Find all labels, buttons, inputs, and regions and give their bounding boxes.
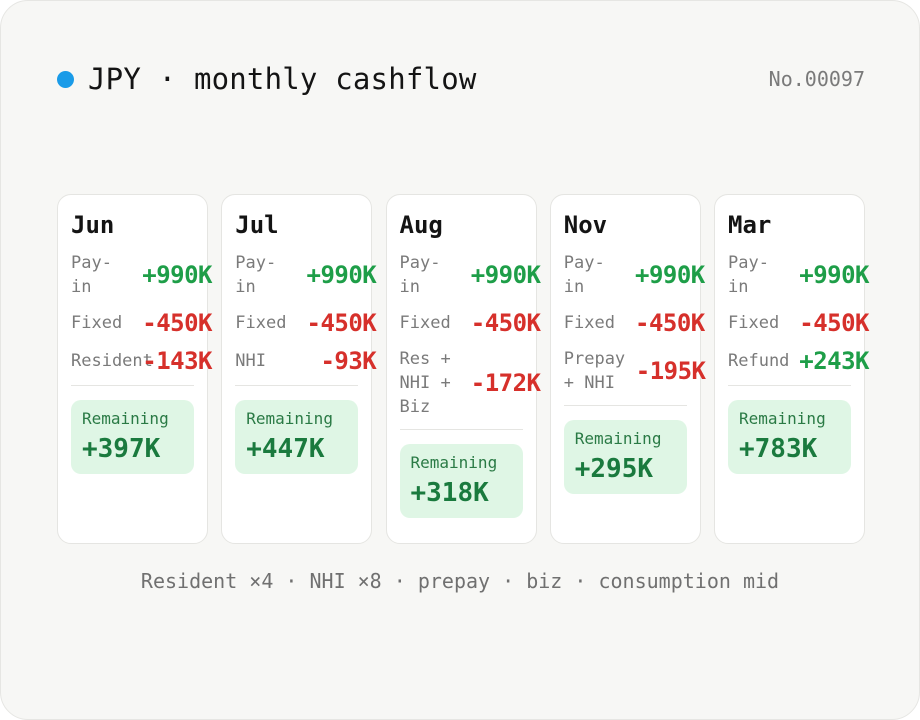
header: JPY · monthly cashflow No.00097	[57, 59, 865, 99]
footer-note: Resident ×4 · NHI ×8 · prepay · biz · co…	[140, 569, 780, 593]
fixed-amount: -450K	[635, 309, 705, 337]
extra-label: Refund	[728, 351, 790, 371]
remaining-label: Remaining	[246, 409, 333, 428]
payin-label: Pay-in	[399, 253, 441, 297]
fixed-amount: -450K	[470, 309, 541, 337]
fixed-label: Fixed	[728, 313, 780, 333]
remaining-amount: +318K	[410, 478, 489, 508]
fixed-label: Fixed	[71, 313, 123, 333]
month-name: Mar	[728, 211, 772, 239]
payin-amount: +990K	[635, 261, 705, 289]
month-name: Jul	[235, 211, 279, 239]
remaining-amount: +397K	[82, 434, 161, 464]
month-card-jul: Jul Pay-in +990K Fixed -450K NHI -93K Re…	[221, 194, 377, 544]
month-cards: Jun Pay-in +990K Fixed -450K Resident -1…	[57, 194, 869, 544]
fixed-amount: -450K	[799, 309, 869, 337]
payin-amount: +990K	[799, 261, 869, 289]
month-name: Nov	[563, 211, 608, 239]
remaining-amount: +447K	[246, 434, 325, 464]
month-name: Jun	[71, 211, 115, 239]
extra-label: Res + NHI + Biz	[399, 349, 451, 417]
extra-row: Prepay + NHI -195K	[563, 347, 706, 395]
extra-row: Refund +243K	[728, 347, 869, 375]
month-name: Aug	[399, 211, 443, 239]
payin-row: Pay-in +990K	[71, 251, 212, 299]
payin-label: Pay-in	[563, 253, 605, 297]
fixed-row: Fixed -450K	[235, 309, 376, 337]
extra-row: Res + NHI + Biz -172K	[399, 347, 541, 419]
payin-amount: +990K	[306, 261, 377, 289]
extra-label: Prepay + NHI	[563, 349, 626, 393]
divider	[728, 385, 851, 386]
remaining-label: Remaining	[410, 453, 498, 472]
month-card-jun: Jun Pay-in +990K Fixed -450K Resident -1…	[57, 194, 212, 544]
payin-row: Pay-in +990K	[235, 251, 376, 299]
payin-label: Pay-in	[728, 253, 769, 297]
extra-amount: +243K	[799, 347, 869, 375]
remaining-box: Remaining +783K	[728, 400, 851, 474]
extra-amount: -143K	[142, 347, 212, 375]
remaining-amount: +783K	[739, 434, 818, 464]
extra-label: NHI	[235, 351, 266, 371]
payin-row: Pay-in +990K	[399, 251, 541, 299]
extra-amount: -172K	[470, 369, 541, 397]
extra-row: NHI -93K	[235, 347, 376, 375]
payin-row: Pay-in +990K	[563, 251, 705, 299]
divider	[399, 429, 523, 430]
payin-label: Pay-in	[235, 253, 277, 297]
page-title: JPY · monthly cashflow	[88, 62, 477, 96]
fixed-row: Fixed -450K	[71, 309, 212, 337]
serial-number: No.00097	[768, 67, 865, 91]
remaining-box: Remaining +318K	[399, 444, 523, 518]
remaining-box: Remaining +397K	[71, 400, 194, 474]
fixed-label: Fixed	[235, 313, 287, 333]
fixed-row: Fixed -450K	[728, 309, 869, 337]
fixed-label: Fixed	[563, 313, 615, 333]
month-card-mar: Mar Pay-in +990K Fixed -450K Refund +243…	[714, 194, 869, 544]
payin-row: Pay-in +990K	[728, 251, 869, 299]
remaining-box: Remaining +295K	[563, 420, 687, 494]
extra-amount: -195K	[635, 357, 706, 385]
fixed-label: Fixed	[399, 313, 451, 333]
remaining-label: Remaining	[574, 429, 662, 448]
remaining-amount: +295K	[574, 454, 654, 484]
status-dot-icon	[57, 70, 74, 88]
extra-label: Resident	[71, 351, 153, 371]
fixed-amount: -450K	[142, 309, 212, 337]
month-card-nov: Nov Pay-in +990K Fixed -450K Prepay + NH…	[549, 194, 706, 544]
extra-amount: -93K	[320, 347, 377, 375]
month-card-aug: Aug Pay-in +990K Fixed -450K Res + NHI +…	[385, 194, 541, 544]
payin-amount: +990K	[142, 261, 212, 289]
fixed-row: Fixed -450K	[399, 309, 541, 337]
title-group: JPY · monthly cashflow	[57, 62, 477, 96]
payin-label: Pay-in	[71, 253, 112, 297]
remaining-label: Remaining	[82, 409, 169, 428]
extra-row: Resident -143K	[71, 347, 212, 375]
divider	[235, 385, 359, 386]
divider	[71, 385, 194, 386]
fixed-row: Fixed -450K	[563, 309, 705, 337]
payin-amount: +990K	[470, 261, 541, 289]
remaining-label: Remaining	[739, 409, 826, 428]
fixed-amount: -450K	[306, 309, 377, 337]
remaining-box: Remaining +447K	[235, 400, 359, 474]
divider	[563, 405, 687, 406]
